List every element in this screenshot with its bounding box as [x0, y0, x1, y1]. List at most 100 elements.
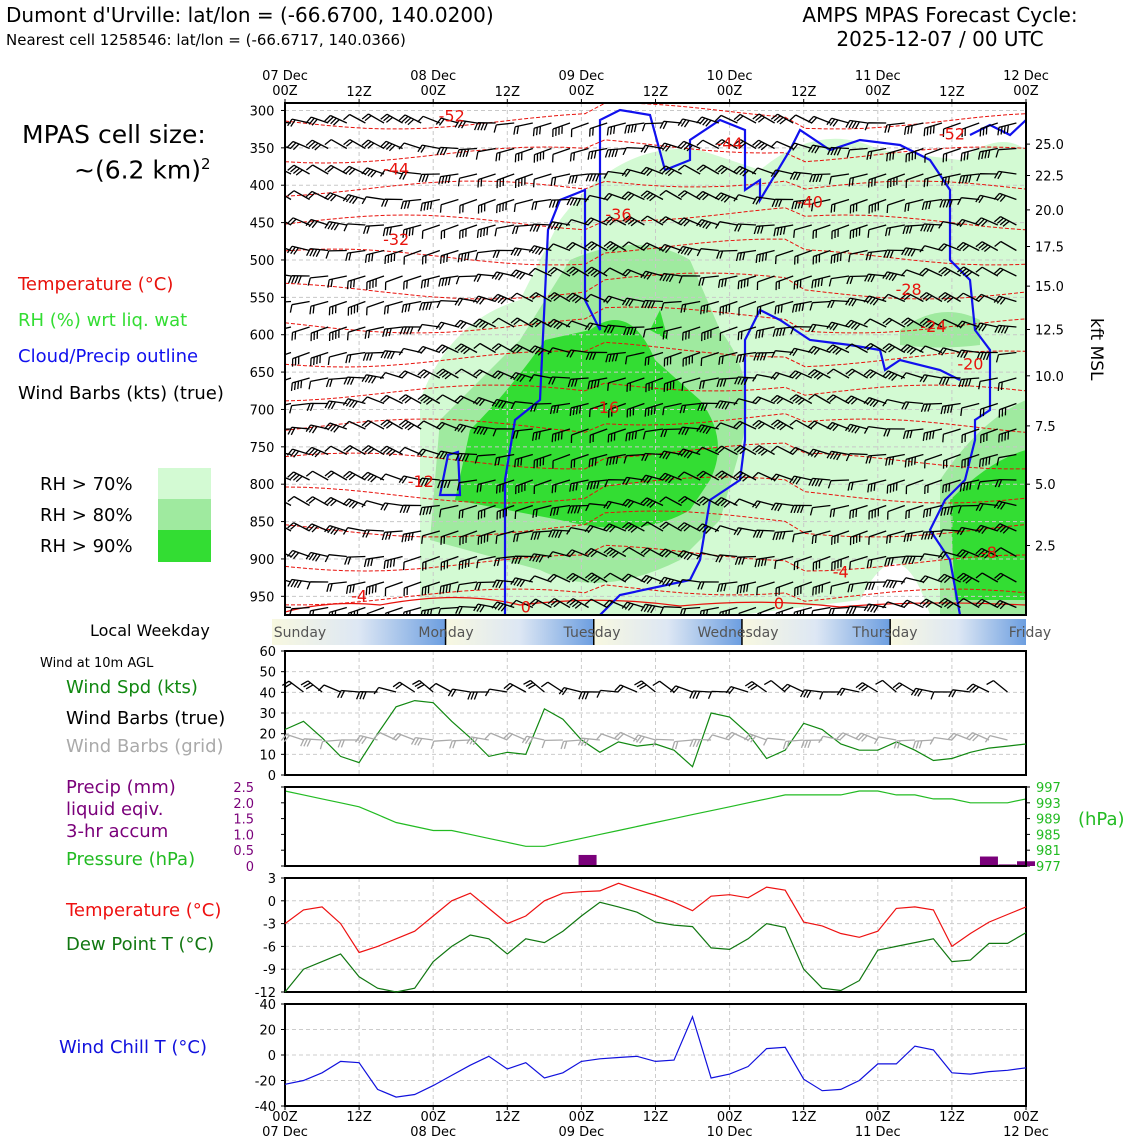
wind-barb — [402, 224, 422, 238]
wind-barb — [383, 300, 403, 315]
legend-rh80: RH > 80% — [40, 505, 133, 526]
wind-barb — [398, 394, 422, 405]
wind-barb — [956, 598, 980, 609]
wind-barb — [811, 275, 831, 289]
wind-barb — [864, 581, 887, 591]
kft-tick-label: 7.5 — [1035, 420, 1056, 435]
wind-barb — [491, 398, 515, 409]
bottom-time-label: 00Z 08 Dec — [410, 1110, 456, 1140]
isotherm — [285, 306, 1026, 334]
wind-barb — [510, 292, 534, 303]
wind-barb — [941, 173, 961, 186]
wind-barb — [998, 402, 1017, 418]
wind-barb — [681, 377, 701, 391]
wind-barb — [587, 377, 608, 390]
wind-barb — [493, 122, 515, 133]
precip-tick-label: 1.0 — [233, 828, 254, 843]
wind-barb — [645, 377, 664, 393]
wind-barb — [960, 402, 980, 416]
wind-barb — [491, 601, 515, 612]
kft-tick-label: 15.0 — [1035, 280, 1064, 295]
wind-barb — [603, 324, 626, 334]
wind-barb — [901, 247, 924, 257]
precip-tick-label: 0 — [246, 860, 254, 875]
wind-barb — [361, 500, 385, 508]
wind-barb — [789, 370, 813, 380]
dewpoint-line — [284, 901, 1027, 993]
wind-barb — [959, 479, 980, 492]
wind-barb — [919, 317, 943, 329]
isotherm-label: -44 — [717, 134, 743, 153]
wind-barb — [677, 471, 701, 481]
wind-barb — [570, 428, 589, 444]
isotherm-label: -52 — [439, 106, 465, 125]
wind-barb — [752, 419, 775, 430]
wind-barb — [789, 142, 812, 151]
wind-barb — [882, 293, 906, 303]
wind-barb — [495, 479, 515, 494]
wind-barb — [919, 575, 943, 584]
weekday-cell — [445, 619, 594, 645]
grid-wind-barb — [689, 738, 712, 748]
wind-barb — [735, 351, 757, 364]
surface-wind-barb — [689, 690, 712, 699]
surface-wind-barb — [930, 691, 952, 700]
wind-barb — [402, 555, 422, 571]
wind-barb — [701, 326, 720, 342]
wind-barb — [714, 192, 738, 203]
wind-barb — [305, 424, 329, 434]
wind-barb — [829, 504, 850, 518]
wind-barb — [584, 266, 608, 278]
weekday-name: Friday — [1009, 625, 1051, 641]
wind-barb — [381, 530, 403, 541]
wind-barb — [626, 402, 645, 418]
wind-barb — [435, 344, 459, 354]
wind-barb — [640, 574, 664, 585]
isotherm-label: -28 — [896, 280, 922, 299]
wind-barb — [844, 423, 868, 434]
wind-barb — [902, 224, 924, 235]
wind-barb — [975, 217, 999, 227]
wind-barb — [733, 445, 757, 456]
wind-barb — [662, 402, 682, 416]
wind-barb — [737, 326, 757, 341]
wind-barb — [514, 504, 534, 520]
wind-barb — [417, 393, 441, 405]
wind-barb — [902, 428, 924, 440]
wind-barb — [696, 218, 719, 230]
wind-barb — [584, 322, 608, 331]
wind-barb — [994, 572, 1017, 583]
rh-region — [900, 312, 980, 348]
cycle-line1: AMPS MPAS Forecast Cycle: — [802, 3, 1078, 27]
grid-wind-barb — [410, 736, 434, 746]
surface-wind-barb — [484, 688, 508, 697]
wind-barb — [454, 343, 478, 355]
isotherm-label: -32 — [383, 230, 409, 249]
weekday-name: Sunday — [274, 625, 326, 641]
wind-barb — [343, 445, 366, 456]
wind-barb — [569, 479, 589, 492]
surface-wind-barb — [800, 689, 823, 699]
wind-barb — [422, 555, 441, 571]
wind-barb — [866, 555, 887, 569]
surface-wind-barb — [855, 682, 879, 693]
wind-barb — [828, 275, 850, 287]
wind-barb — [475, 147, 496, 160]
windchill-panel: 40 20 0 -20 -40 — [255, 998, 1027, 1115]
wind-barb — [863, 369, 887, 379]
wind-barb — [455, 147, 478, 158]
wind-barb — [472, 396, 496, 407]
wind-barb — [827, 146, 850, 156]
grid-wind-barb — [614, 731, 638, 741]
wind-barb — [770, 502, 794, 512]
isotherm — [285, 180, 1026, 197]
grid-wind-barb — [966, 732, 990, 742]
wind-barb — [863, 318, 887, 328]
wind-barb — [718, 351, 738, 365]
tick-label: 0 — [268, 769, 276, 784]
swatch-rh80 — [158, 499, 211, 530]
wind-barb — [845, 297, 868, 307]
wind-barb — [682, 351, 701, 367]
wind-barb — [343, 139, 366, 150]
wind-barb — [868, 530, 887, 545]
